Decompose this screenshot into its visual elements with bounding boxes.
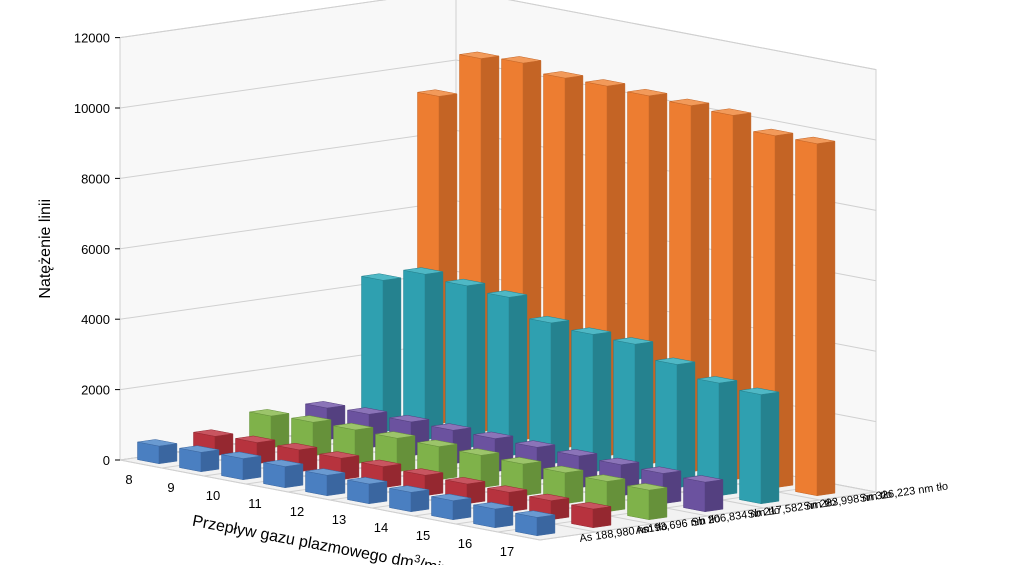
- bar-side: [593, 507, 611, 528]
- bar-side: [201, 450, 219, 472]
- bar-side: [551, 320, 569, 463]
- bar-side: [635, 342, 653, 480]
- bar: [516, 511, 555, 536]
- ytick-label: 2000: [81, 383, 110, 398]
- ytick-label: 8000: [81, 171, 110, 186]
- xtick-label: 14: [374, 520, 388, 535]
- xtick-label: 15: [416, 528, 430, 543]
- bar-side: [649, 488, 667, 520]
- bar: [390, 486, 429, 512]
- xtick-label: 9: [167, 480, 174, 495]
- bar: [796, 137, 835, 496]
- bar-front: [264, 462, 286, 487]
- bar-side: [593, 332, 611, 472]
- xtick-label: 10: [206, 488, 220, 503]
- xtick-label: 11: [248, 496, 262, 511]
- ytick-label: 12000: [74, 31, 110, 46]
- bar3d-chart: 0 2000 4000 6000 8000 10000 12000 Natężenie lin…: [0, 0, 1024, 565]
- bar: [138, 439, 177, 463]
- xtick-label: 16: [458, 536, 472, 551]
- bar: [348, 477, 387, 503]
- xtick-label: 17: [500, 544, 514, 559]
- bar-side: [509, 295, 527, 456]
- bar-side: [243, 456, 261, 480]
- bar: [572, 502, 611, 527]
- ytick-label: 10000: [74, 101, 110, 116]
- bar: [264, 460, 303, 488]
- bar-front: [488, 293, 510, 456]
- bar-front: [446, 282, 468, 448]
- xtick-label: 12: [290, 504, 304, 519]
- y-axis-label: Natężenie linii: [37, 199, 54, 299]
- bar-side: [159, 444, 177, 464]
- bar: [222, 452, 261, 480]
- bar: [306, 469, 345, 496]
- bar: [446, 279, 485, 448]
- bar-side: [817, 141, 835, 496]
- bar-side: [537, 515, 555, 536]
- bar-front: [222, 454, 244, 479]
- bar-side: [761, 392, 779, 504]
- bar-front: [796, 140, 818, 496]
- ytick-label: 4000: [81, 312, 110, 327]
- bar-side: [677, 362, 695, 488]
- xtick-label: 8: [125, 472, 132, 487]
- bar-side: [719, 381, 737, 496]
- bar-side: [495, 507, 513, 528]
- bar: [180, 446, 219, 472]
- bar-side: [327, 473, 345, 496]
- bar-front: [404, 270, 426, 440]
- ytick-label: 0: [103, 453, 110, 468]
- bar-side: [383, 278, 401, 432]
- bar-front: [740, 390, 762, 503]
- xtick-label: 13: [332, 512, 346, 527]
- bar: [684, 475, 723, 511]
- bar-front: [684, 478, 706, 512]
- x-axis-label-group: Przepływ gazu plazmowego dm3/min: [191, 511, 451, 565]
- bar: [404, 268, 443, 440]
- bar-side: [453, 498, 471, 520]
- bar-side: [411, 490, 429, 512]
- bar: [628, 483, 667, 519]
- bar: [740, 388, 779, 504]
- x-axis-label: Przepływ gazu plazmowego dm3/min: [191, 511, 451, 565]
- bar-side: [369, 481, 387, 503]
- bar-side: [425, 272, 443, 440]
- bar-side: [285, 464, 303, 488]
- ytick-label: 6000: [81, 242, 110, 257]
- bar-side: [705, 480, 723, 512]
- bar-side: [467, 283, 485, 447]
- bar-front: [628, 486, 650, 520]
- bar: [474, 502, 513, 527]
- bar: [432, 494, 471, 520]
- bar: [488, 291, 527, 456]
